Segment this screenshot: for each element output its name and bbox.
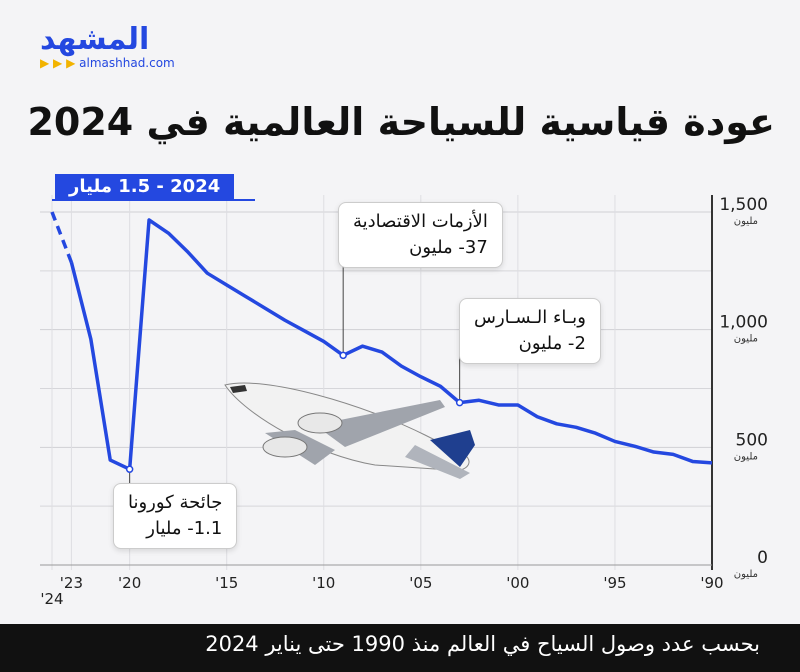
footer-bar: [0, 624, 800, 672]
y-tick-label: 500: [736, 430, 768, 450]
y-unit: مليون: [734, 216, 758, 227]
brand-site-text: almashhad.com: [79, 56, 175, 70]
annotation-text: 1.1- مليار: [146, 518, 223, 539]
brand-site: ▶ ▶ ▶ almashhad.com: [40, 56, 175, 70]
annotation-text: وبـاء الـسـارس: [474, 307, 586, 328]
leader-dot: [339, 351, 347, 360]
x-tick-label: '15: [215, 574, 238, 592]
y-tick-label: 0: [757, 548, 768, 568]
x-tick-label: '95: [603, 574, 626, 592]
leader-dot: [125, 465, 134, 473]
leader-dot: [455, 398, 464, 407]
y-unit: مليون: [734, 569, 758, 580]
annotation: 2024 - 1.5 مليار: [55, 174, 235, 199]
annotation: جائحة كورونا 1.1- مليار: [113, 483, 238, 549]
x-tick-label: '90: [700, 574, 723, 592]
annotation-text: 2- مليون: [518, 333, 586, 354]
x-tick-label: '23: [60, 574, 83, 592]
x-tick-label: '24: [40, 590, 63, 608]
annotation: وبـاء الـسـارس 2- مليون: [459, 298, 601, 364]
airplane: [224, 382, 475, 479]
annotation: الأزمات الاقتصادية 37- مليون: [338, 202, 503, 268]
footer: بحسب عدد وصول السياح في العالم منذ 1990 …: [205, 632, 760, 656]
x-tick-label: '20: [118, 574, 141, 592]
brand-name: المشهد: [40, 22, 150, 57]
y-unit: مليون: [734, 451, 758, 462]
y-tick-label: 1,000: [719, 313, 768, 333]
chart-title: عودة قياسية للسياحة العالمية في 2024: [27, 100, 775, 144]
y-tick-label: 1,500: [719, 195, 768, 215]
y-unit: مليون: [734, 334, 758, 345]
line-series: [50, 211, 74, 263]
x-tick-label: '05: [409, 574, 432, 592]
annotation-text: الأزمات الاقتصادية: [353, 211, 488, 232]
line-series: [69, 218, 713, 471]
annotation-text: 37- مليون: [409, 237, 488, 258]
annotation-text: جائحة كورونا: [128, 492, 223, 513]
annotation-text: 2024 - 1.5 مليار: [69, 176, 221, 197]
x-tick-label: '00: [506, 574, 529, 592]
x-tick-label: '10: [312, 574, 335, 592]
